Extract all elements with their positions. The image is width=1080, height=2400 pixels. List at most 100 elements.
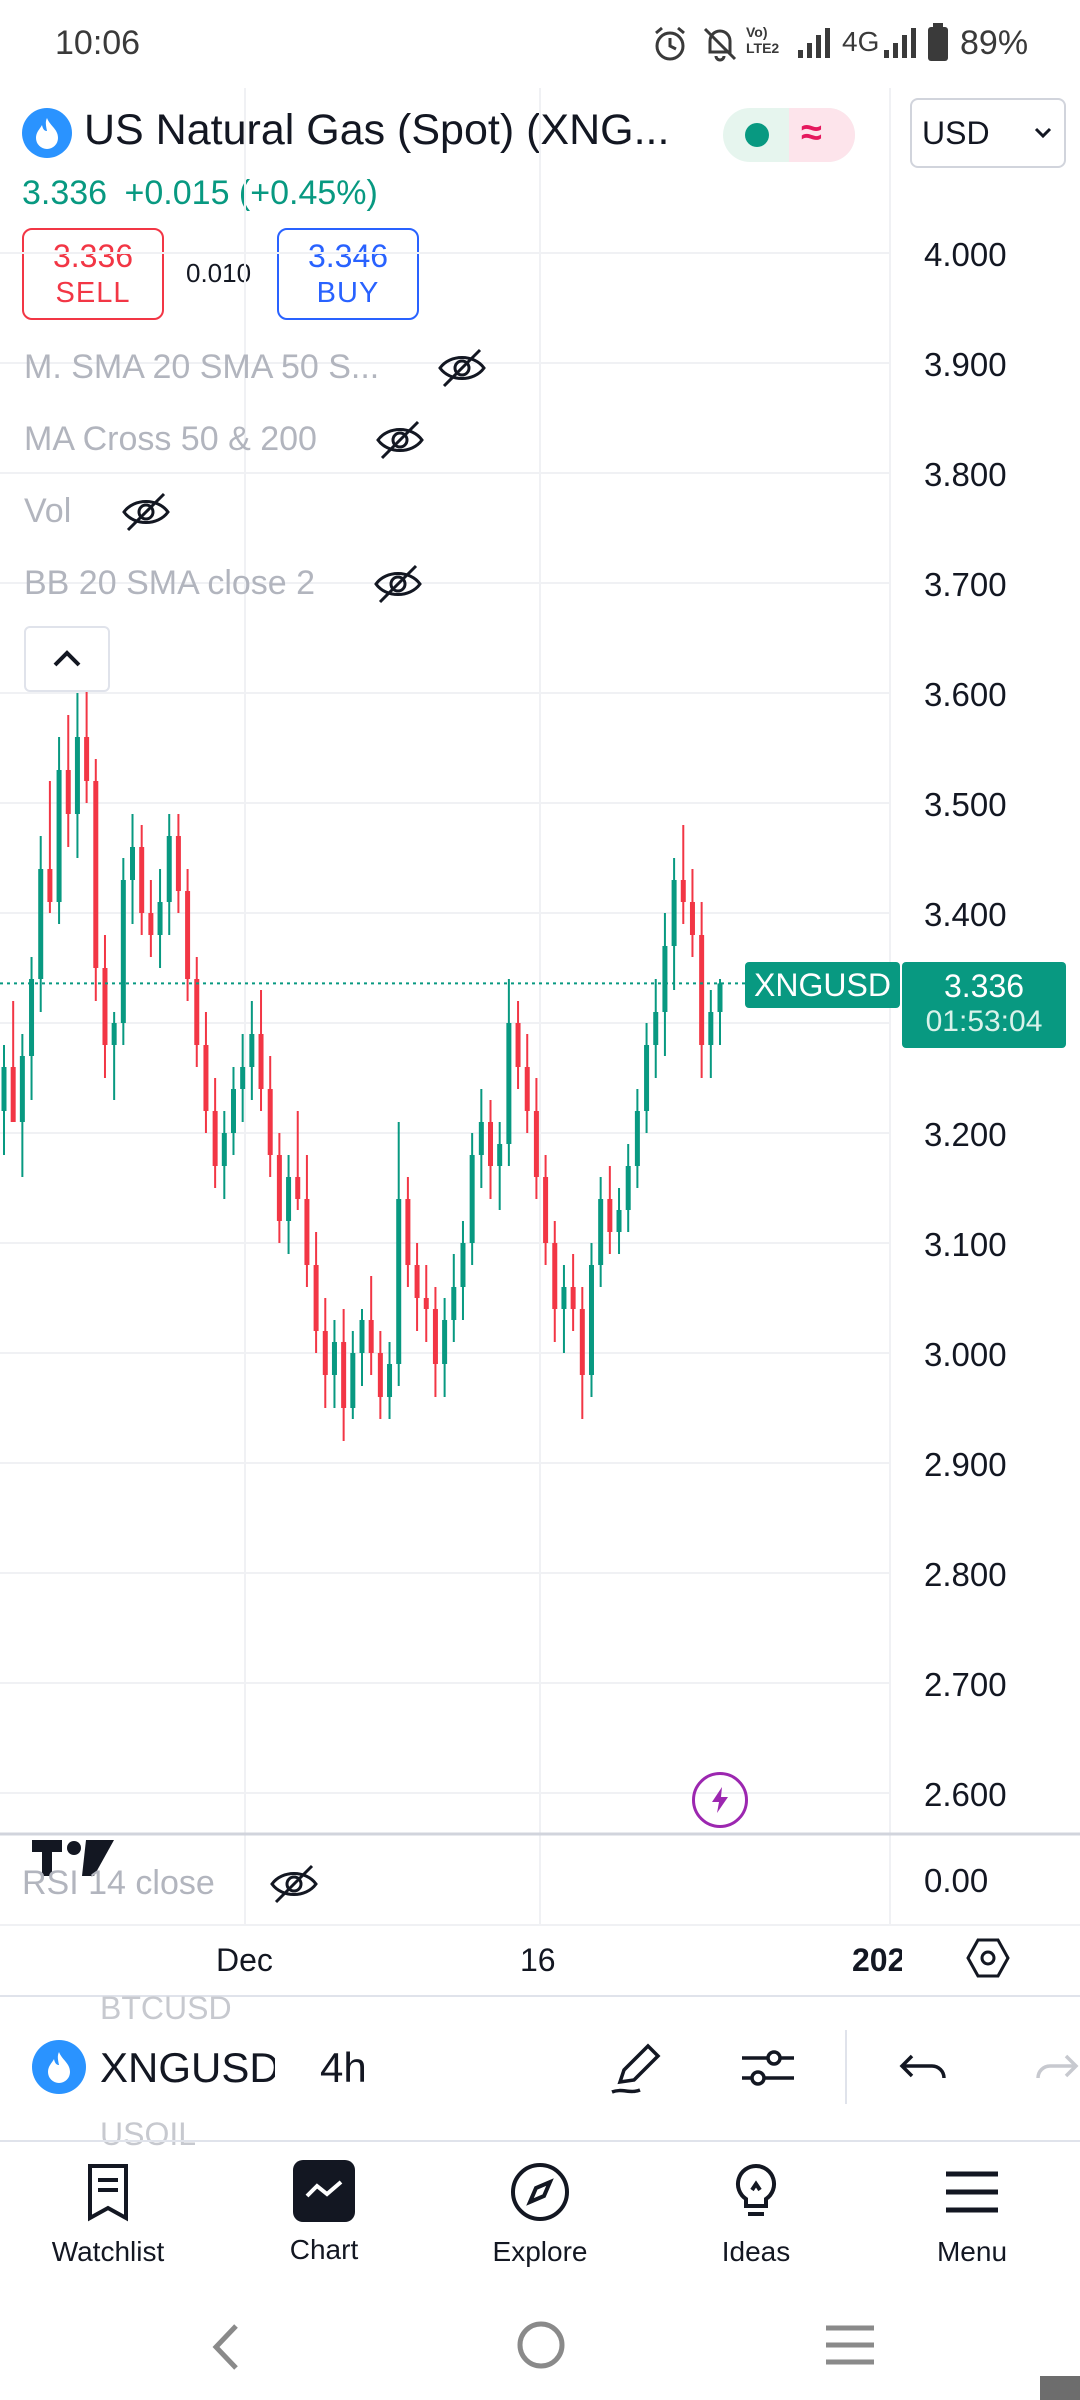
candle-body — [304, 1199, 310, 1265]
symbol-title[interactable]: US Natural Gas (Spot) (XNG... — [84, 106, 670, 154]
candle-body — [460, 1243, 466, 1287]
candle-body — [671, 880, 677, 946]
candle-body — [561, 1287, 567, 1309]
indicator-macross-label[interactable]: MA Cross 50 & 200 — [24, 420, 317, 458]
y-tick-label: 4.000 — [924, 236, 1007, 273]
eye-hidden-icon[interactable] — [436, 346, 488, 390]
menu-icon — [946, 2171, 998, 2213]
candle-body — [497, 1144, 503, 1166]
wave-icon: ≈ — [801, 112, 822, 154]
eye-hidden-icon[interactable] — [374, 418, 426, 462]
indicator-bb-label[interactable]: BB 20 SMA close 2 — [24, 564, 316, 602]
eye-hidden-icon[interactable] — [268, 1862, 320, 1906]
indicators-sliders-icon[interactable] — [736, 2036, 800, 2100]
x-tick-label: 202 — [852, 1942, 902, 1978]
candle-body — [249, 1034, 255, 1067]
symbol-logo[interactable] — [22, 108, 72, 158]
candle-body — [258, 1034, 264, 1089]
candle-body — [699, 935, 705, 1045]
indicator-vol-label[interactable]: Vol — [24, 492, 72, 530]
undo-icon[interactable] — [892, 2036, 956, 2100]
nav-label: Watchlist — [51, 2236, 165, 2267]
rsi-label[interactable]: RSI 14 close — [22, 1864, 215, 1902]
candle-body — [488, 1122, 494, 1166]
candle-body — [276, 1155, 282, 1221]
lightbulb-icon — [735, 2163, 777, 2216]
y-tick-label: 2.800 — [924, 1556, 1007, 1593]
currency-value: USD — [922, 115, 990, 151]
divider — [0, 2140, 1080, 2142]
candle-body — [442, 1320, 448, 1364]
candle-body — [616, 1210, 622, 1232]
y-tick-label: 3.900 — [924, 346, 1007, 383]
drawing-pen-icon[interactable] — [606, 2036, 670, 2100]
lightning-button[interactable] — [692, 1772, 748, 1828]
compass-icon — [511, 2163, 569, 2221]
buy-label: BUY — [316, 277, 380, 309]
floating-handle[interactable] — [1040, 2376, 1080, 2400]
candle-body — [139, 847, 145, 913]
candle-body — [377, 1353, 383, 1397]
y-tick-label: 3.400 — [924, 896, 1007, 933]
collapse-legend-button[interactable] — [24, 626, 110, 692]
interval-selector[interactable]: 4h — [320, 2044, 367, 2091]
nav-ideas[interactable]: Ideas — [648, 2150, 864, 2280]
y-tick-label: 3.100 — [924, 1226, 1007, 1263]
redo-icon[interactable] — [1036, 2036, 1080, 2100]
back-icon[interactable] — [206, 2320, 246, 2374]
sell-price: 3.336 — [52, 238, 134, 274]
candle-body — [515, 1023, 521, 1067]
candle-body — [689, 902, 695, 935]
price-chart[interactable] — [0, 0, 1080, 2000]
spread-value: 0.010 — [186, 258, 252, 288]
candle-body — [552, 1243, 558, 1309]
last-price-tag: 3.336 01:53:04 — [902, 962, 1066, 1048]
next-symbol[interactable]: USOIL — [100, 2116, 197, 2152]
home-icon[interactable] — [514, 2318, 568, 2372]
market-status-pill[interactable]: ≈ — [723, 108, 855, 162]
toolbar-symbol-logo[interactable] — [32, 2040, 86, 2094]
indicator-sma-label[interactable]: M. SMA 20 SMA 50 S... — [24, 348, 380, 386]
nav-menu[interactable]: Menu — [864, 2150, 1080, 2280]
buy-button[interactable]: 3.346 BUY — [277, 228, 419, 320]
candle-body — [102, 968, 108, 1045]
candle-body — [405, 1199, 411, 1265]
candle-body — [313, 1265, 319, 1331]
eye-hidden-icon[interactable] — [372, 562, 424, 606]
candle-body — [19, 1056, 25, 1122]
system-nav-bar — [0, 2290, 1080, 2400]
sell-button[interactable]: 3.336 SELL — [22, 228, 164, 320]
previous-symbol[interactable]: BTCUSD — [100, 1990, 232, 2026]
flame-icon — [36, 118, 58, 149]
candle-body — [38, 869, 44, 979]
chart-icon — [305, 2180, 343, 2198]
candle-body — [423, 1298, 429, 1309]
candle-body — [607, 1199, 613, 1232]
recents-icon[interactable] — [824, 2322, 876, 2368]
candle-body — [359, 1320, 365, 1353]
candle-body — [166, 836, 172, 902]
nav-chart[interactable]: Chart — [216, 2150, 432, 2280]
candle-body — [120, 880, 126, 1023]
x-tick-label: 16 — [520, 1942, 556, 1978]
last-price-value: 3.336 — [943, 968, 1025, 1004]
watchlist-icon — [88, 2164, 128, 2222]
candle-body — [230, 1089, 236, 1133]
nav-watchlist[interactable]: Watchlist — [0, 2150, 216, 2280]
toolbar-symbol[interactable]: XNGUSD — [100, 2044, 275, 2091]
currency-select[interactable]: USD — [910, 98, 1066, 168]
candle-body — [194, 979, 200, 1045]
y-tick-label: 2.700 — [924, 1666, 1007, 1703]
eye-hidden-icon[interactable] — [120, 490, 172, 534]
candle-body — [506, 1023, 512, 1144]
candle-body — [203, 1045, 209, 1111]
candle-body — [680, 880, 686, 902]
candle-body — [570, 1287, 576, 1309]
nav-label: Ideas — [721, 2236, 791, 2267]
battery-icon — [928, 23, 948, 61]
chart-settings-icon[interactable] — [966, 1936, 1010, 1980]
candle-body — [65, 770, 71, 814]
nav-explore[interactable]: Explore — [432, 2150, 648, 2280]
candle-body — [543, 1177, 549, 1243]
candle-body — [74, 737, 80, 814]
